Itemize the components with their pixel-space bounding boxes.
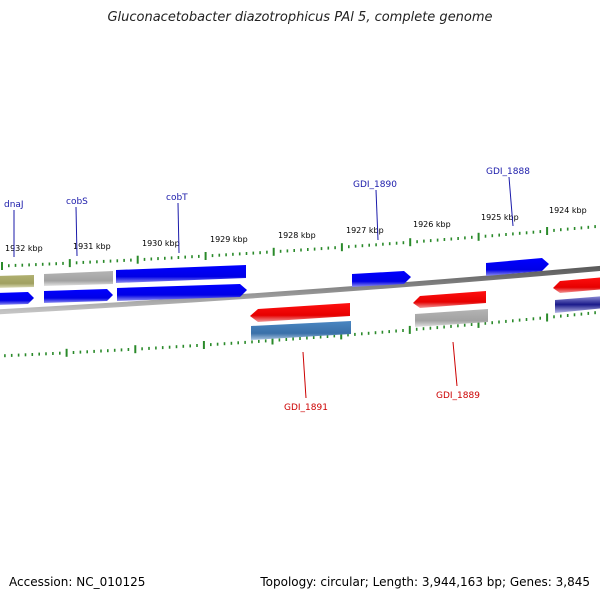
scale-label-1924kbp: 1924 kbp bbox=[549, 206, 587, 215]
map-title: Gluconacetobacter diazotrophicus PAl 5, … bbox=[107, 10, 493, 25]
leader-gdi1889 bbox=[452, 341, 458, 387]
leader-cobs bbox=[75, 206, 78, 257]
scale-label-1925kbp: 1925 kbp bbox=[481, 213, 519, 222]
gene-cobt-forward[interactable] bbox=[117, 284, 247, 301]
forward-strand-track bbox=[0, 284, 247, 305]
accession-text: Accession: NC_010125 bbox=[9, 575, 146, 589]
scale-label-1932kbp: 1932 kbp bbox=[5, 244, 43, 253]
gene-gdi1891-rna[interactable] bbox=[251, 321, 351, 340]
gene-gdi1889-pseudo[interactable] bbox=[415, 309, 488, 327]
gene-right-reverse[interactable] bbox=[553, 277, 600, 293]
gene-gdi1889-reverse[interactable] bbox=[413, 291, 486, 308]
gene-gdi1888-outer[interactable] bbox=[486, 258, 549, 276]
scale-label-1931kbp: 1931 kbp bbox=[73, 242, 111, 251]
leader-gdi1890 bbox=[375, 189, 379, 241]
scale-label-1926kbp: 1926 kbp bbox=[413, 220, 451, 229]
scale-label-1930kbp: 1930 kbp bbox=[142, 239, 180, 248]
gene-right-misc[interactable] bbox=[555, 296, 600, 313]
scale-ticks-outer bbox=[1, 225, 596, 270]
genome-backbone bbox=[0, 265, 600, 315]
scale-labels: 1932 kbp 1931 kbp 1930 kbp 1929 kbp 1928… bbox=[5, 206, 587, 253]
gene-label-cobs[interactable]: cobS bbox=[66, 197, 88, 207]
gene-cobs-outer[interactable] bbox=[44, 271, 113, 286]
scale-label-1928kbp: 1928 kbp bbox=[278, 231, 316, 240]
scale-label-1927kbp: 1927 kbp bbox=[346, 226, 384, 235]
gene-dnaj-forward[interactable] bbox=[0, 292, 34, 305]
leader-gdi1888 bbox=[508, 176, 514, 227]
reverse-gene-labels: GDI_1891 GDI_1889 bbox=[284, 341, 480, 413]
rna-track bbox=[251, 296, 600, 340]
forward-gene-labels: dnaJ cobS cobT GDI_1890 GDI_1888 bbox=[4, 167, 530, 257]
gene-label-cobt[interactable]: cobT bbox=[166, 193, 188, 203]
gene-gdi1891-reverse[interactable] bbox=[250, 303, 350, 322]
gene-label-dnaj[interactable]: dnaJ bbox=[4, 200, 24, 210]
leader-cobt bbox=[177, 202, 180, 254]
scale-label-1929kbp: 1929 kbp bbox=[210, 235, 248, 244]
scale-ticks-inner bbox=[4, 311, 596, 358]
gene-label-gdi1890[interactable]: GDI_1890 bbox=[353, 180, 397, 190]
leader-gdi1891 bbox=[302, 351, 307, 399]
gene-cobt-outer[interactable] bbox=[116, 265, 246, 283]
gene-dnaj-outer[interactable] bbox=[0, 275, 34, 288]
outer-track bbox=[0, 258, 549, 288]
gene-label-gdi1891[interactable]: GDI_1891 bbox=[284, 403, 328, 413]
genome-summary-text: Topology: circular; Length: 3,944,163 bp… bbox=[260, 575, 590, 589]
reverse-strand-track bbox=[250, 277, 600, 322]
gene-label-gdi1889[interactable]: GDI_1889 bbox=[436, 391, 480, 401]
gene-gdi1890-outer[interactable] bbox=[352, 271, 411, 287]
gene-label-gdi1888[interactable]: GDI_1888 bbox=[486, 167, 530, 177]
gene-cobs-forward[interactable] bbox=[44, 289, 113, 303]
